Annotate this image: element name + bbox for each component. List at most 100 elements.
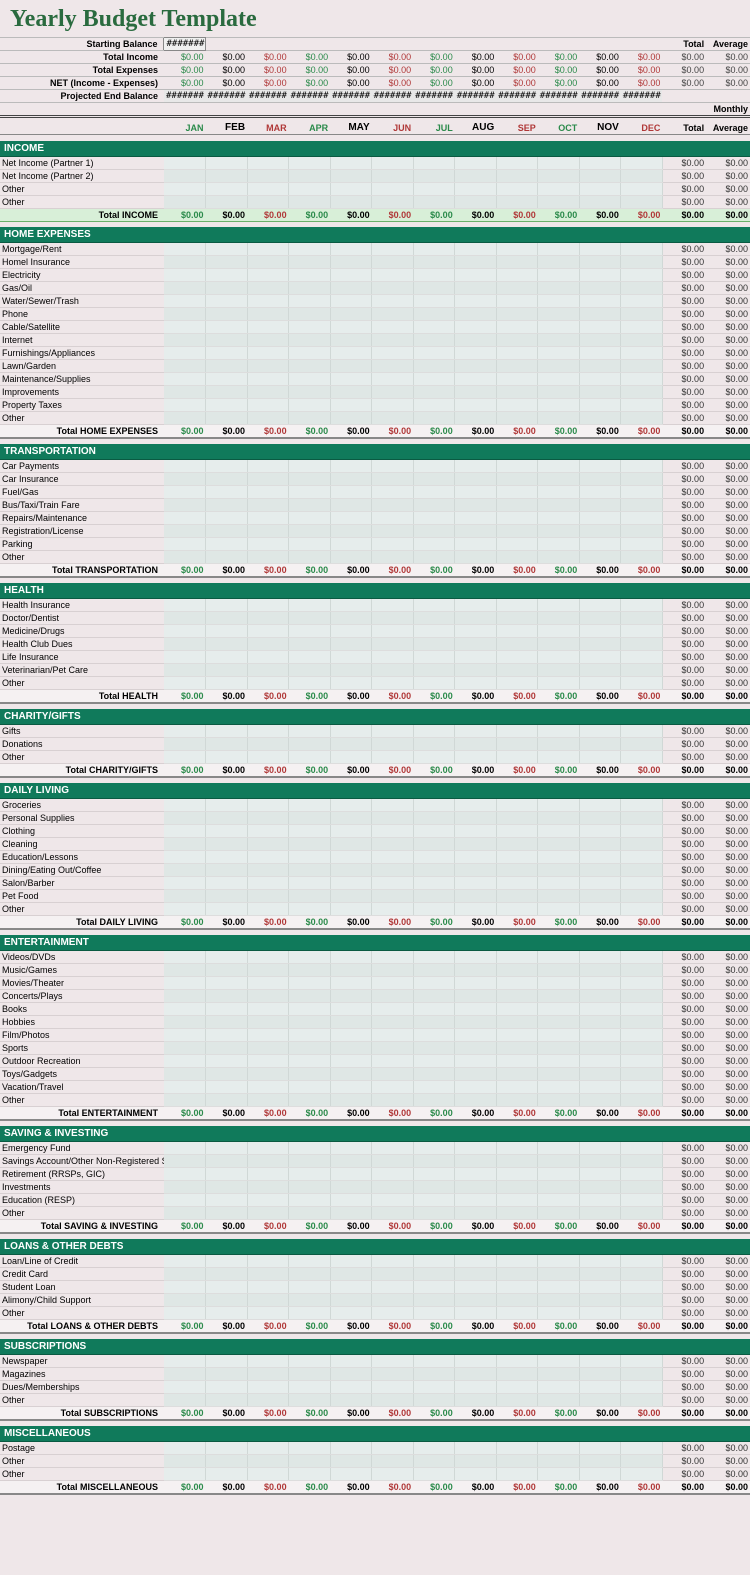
section-total-label: Total TRANSPORTATION [0, 564, 164, 578]
item-row: Property Taxes$0.00$0.00 [0, 399, 750, 412]
item-row: Other$0.00$0.00 [0, 1394, 750, 1407]
item-row: Other$0.00$0.00 [0, 1468, 750, 1481]
item-row: Registration/License$0.00$0.00 [0, 525, 750, 538]
item-label: Other [0, 1094, 164, 1107]
item-label: Other [0, 1394, 164, 1407]
item-label: Pet Food [0, 890, 164, 903]
item-row: Emergency Fund$0.00$0.00 [0, 1142, 750, 1155]
item-row: Homel Insurance$0.00$0.00 [0, 256, 750, 269]
section-total-row: Total ENTERTAINMENT$0.00$0.00$0.00$0.00$… [0, 1107, 750, 1121]
item-row: Alimony/Child Support$0.00$0.00 [0, 1294, 750, 1307]
item-label: Postage [0, 1442, 164, 1455]
item-label: Sports [0, 1042, 164, 1055]
section-total-row: Total HOME EXPENSES$0.00$0.00$0.00$0.00$… [0, 425, 750, 439]
item-row: Health Insurance$0.00$0.00 [0, 599, 750, 612]
section-total-label: Total INCOME [0, 208, 164, 221]
item-label: Dining/Eating Out/Coffee [0, 864, 164, 877]
item-row: Student Loan$0.00$0.00 [0, 1281, 750, 1294]
item-label: Doctor/Dentist [0, 612, 164, 625]
month-header-row: JANFEBMARAPRMAYJUNJULAUGSEPOCTNOVDECTota… [0, 117, 750, 135]
section-header: DAILY LIVING [0, 783, 750, 799]
item-row: Other$0.00$0.00 [0, 412, 750, 425]
item-row: Other$0.00$0.00 [0, 903, 750, 916]
section-total-label: Total HEALTH [0, 690, 164, 704]
section-total-row: Total DAILY LIVING$0.00$0.00$0.00$0.00$0… [0, 916, 750, 930]
item-label: Maintenance/Supplies [0, 373, 164, 386]
summary-row: Total Expenses$0.00$0.00$0.00$0.00$0.00$… [0, 64, 750, 77]
section-header: LOANS & OTHER DEBTS [0, 1239, 750, 1255]
item-row: Bus/Taxi/Train Fare$0.00$0.00 [0, 499, 750, 512]
month-header: SEP [496, 117, 538, 135]
item-label: Movies/Theater [0, 977, 164, 990]
section-total-row: Total CHARITY/GIFTS$0.00$0.00$0.00$0.00$… [0, 764, 750, 778]
item-label: Repairs/Maintenance [0, 512, 164, 525]
item-label: Outdoor Recreation [0, 1055, 164, 1068]
item-label: Health Insurance [0, 599, 164, 612]
item-label: Emergency Fund [0, 1142, 164, 1155]
item-row: Savings Account/Other Non-Registered Sav… [0, 1155, 750, 1168]
item-label: Net Income (Partner 1) [0, 156, 164, 169]
item-label: Magazines [0, 1368, 164, 1381]
item-label: Personal Supplies [0, 812, 164, 825]
item-label: Other [0, 1207, 164, 1220]
item-label: Other [0, 551, 164, 564]
item-row: Parking$0.00$0.00 [0, 538, 750, 551]
item-row: Outdoor Recreation$0.00$0.00 [0, 1055, 750, 1068]
month-header: OCT [538, 117, 580, 135]
item-row: Electricity$0.00$0.00 [0, 269, 750, 282]
item-label: Improvements [0, 386, 164, 399]
item-row: Other$0.00$0.00 [0, 1307, 750, 1320]
item-label: Other [0, 195, 164, 208]
item-row: Gas/Oil$0.00$0.00 [0, 282, 750, 295]
item-label: Internet [0, 334, 164, 347]
item-label: Other [0, 751, 164, 764]
section-total-label: Total DAILY LIVING [0, 916, 164, 930]
item-label: Gas/Oil [0, 282, 164, 295]
item-label: Property Taxes [0, 399, 164, 412]
section-header: TRANSPORTATION [0, 444, 750, 460]
item-label: Student Loan [0, 1281, 164, 1294]
section-header: CHARITY/GIFTS [0, 709, 750, 725]
item-row: Other$0.00$0.00 [0, 1207, 750, 1220]
item-row: Net Income (Partner 2)$0.00$0.00 [0, 169, 750, 182]
item-row: Health Club Dues$0.00$0.00 [0, 638, 750, 651]
item-label: Other [0, 1455, 164, 1468]
item-row: Internet$0.00$0.00 [0, 334, 750, 347]
item-label: Donations [0, 738, 164, 751]
item-row: Phone$0.00$0.00 [0, 308, 750, 321]
item-row: Car Payments$0.00$0.00 [0, 460, 750, 473]
item-row: Water/Sewer/Trash$0.00$0.00 [0, 295, 750, 308]
section-total-label: Total MISCELLANEOUS [0, 1481, 164, 1495]
section-total-label: Total CHARITY/GIFTS [0, 764, 164, 778]
item-label: Cleaning [0, 838, 164, 851]
item-label: Medicine/Drugs [0, 625, 164, 638]
item-label: Other [0, 182, 164, 195]
month-header: FEB [206, 117, 248, 135]
month-header: AUG [455, 117, 497, 135]
section-header: SUBSCRIPTIONS [0, 1339, 750, 1355]
item-label: Concerts/Plays [0, 990, 164, 1003]
item-row: Other$0.00$0.00 [0, 195, 750, 208]
item-label: Other [0, 903, 164, 916]
item-row: Donations$0.00$0.00 [0, 738, 750, 751]
item-row: Other$0.00$0.00 [0, 551, 750, 564]
section-header: ENTERTAINMENT [0, 935, 750, 951]
item-row: Education (RESP)$0.00$0.00 [0, 1194, 750, 1207]
summary-row: NET (Income - Expenses)$0.00$0.00$0.00$0… [0, 77, 750, 90]
item-row: Mortgage/Rent$0.00$0.00 [0, 243, 750, 256]
month-header: JAN [164, 117, 206, 135]
item-row: Repairs/Maintenance$0.00$0.00 [0, 512, 750, 525]
item-label: Groceries [0, 799, 164, 812]
item-label: Books [0, 1003, 164, 1016]
item-label: Clothing [0, 825, 164, 838]
item-row: Credit Card$0.00$0.00 [0, 1268, 750, 1281]
month-header: APR [289, 117, 331, 135]
item-label: Car Insurance [0, 473, 164, 486]
summary-row: Total Income$0.00$0.00$0.00$0.00$0.00$0.… [0, 51, 750, 64]
item-label: Other [0, 412, 164, 425]
item-label: Videos/DVDs [0, 951, 164, 964]
item-label: Education/Lessons [0, 851, 164, 864]
item-row: Fuel/Gas$0.00$0.00 [0, 486, 750, 499]
budget-table: Starting Balance#######TotalAverageTotal… [0, 37, 750, 1500]
item-row: Other$0.00$0.00 [0, 1455, 750, 1468]
